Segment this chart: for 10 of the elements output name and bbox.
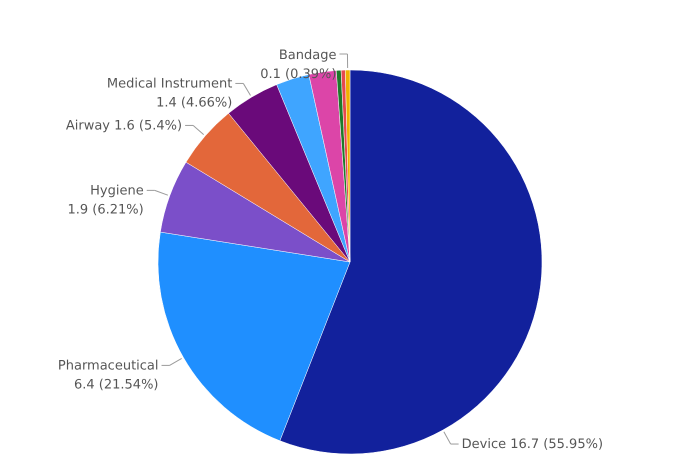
data-label: 1.4 (4.66%) — [156, 95, 232, 110]
data-label: 0.1 (0.39%) — [260, 67, 336, 82]
slice-label: Airway 1.6 (5.4%) — [66, 118, 182, 134]
slice-label: Medical Instrument — [106, 76, 232, 92]
data-label: 1.9 (6.21%) — [67, 202, 144, 218]
slice-label: Pharmaceutical — [58, 358, 159, 374]
slice-label: Device 16.7 (55.95%) — [462, 437, 604, 452]
slice-label: Hygiene — [90, 183, 144, 198]
slice-label: Bandage — [278, 48, 336, 64]
data-label: 6.4 (21.54%) — [74, 377, 159, 392]
